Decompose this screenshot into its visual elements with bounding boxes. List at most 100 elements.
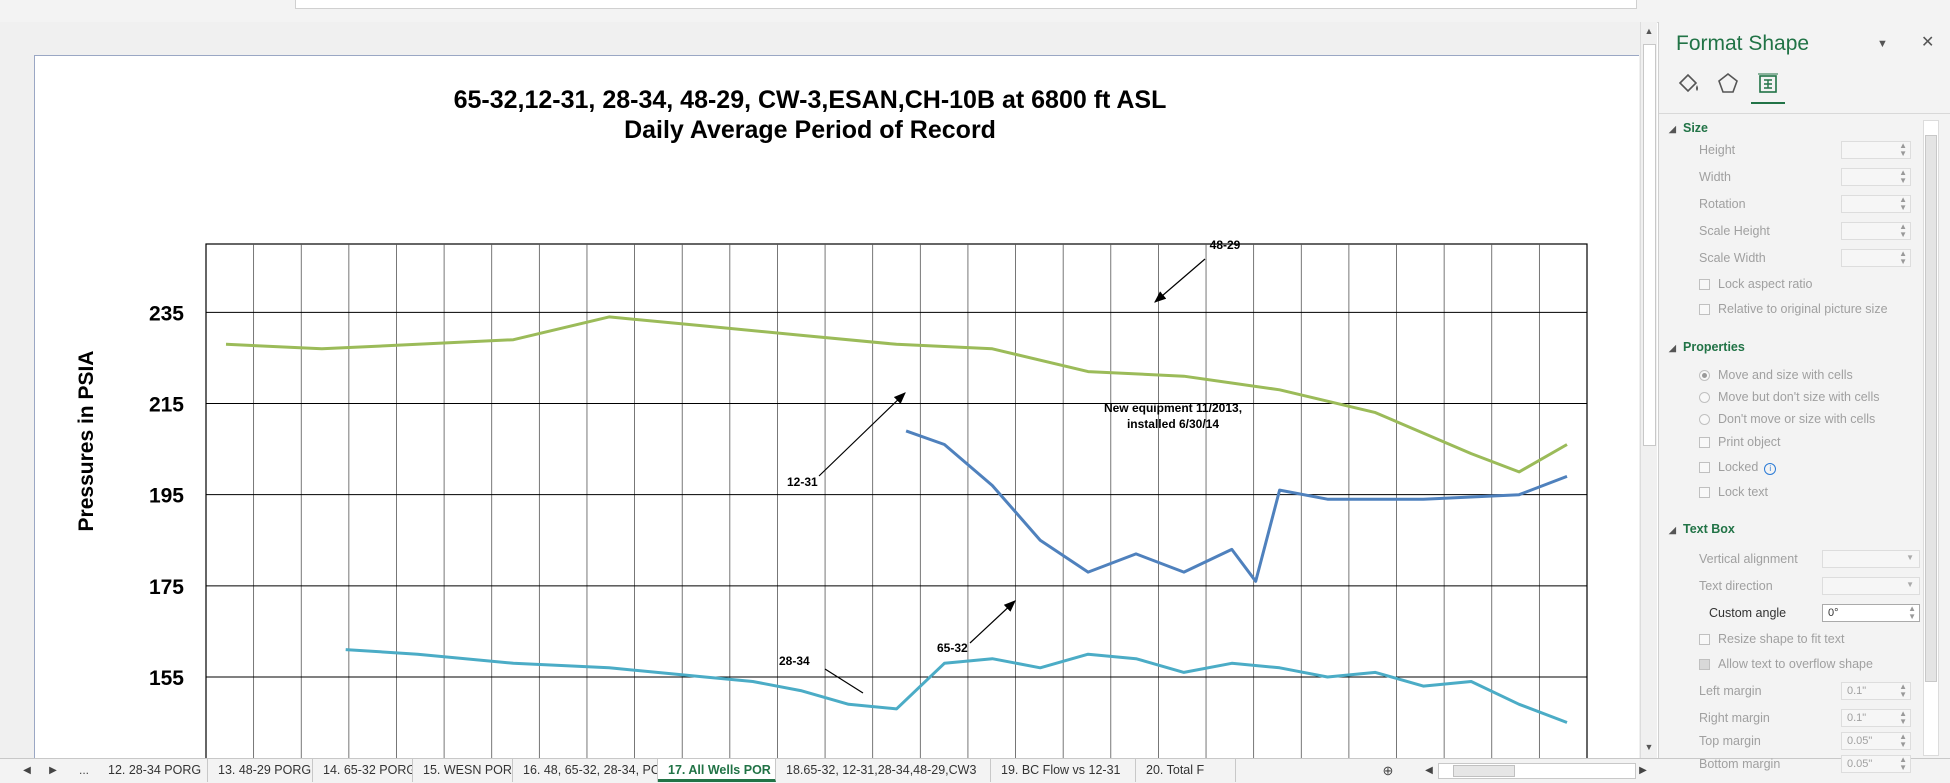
lock-aspect-checkbox[interactable]: Lock aspect ratio (1699, 277, 1813, 291)
spinner-icon[interactable]: ▲ ▼ (1899, 141, 1907, 158)
checkbox-icon (1699, 279, 1710, 290)
allow-overflow-label: Allow text to overflow shape (1718, 657, 1873, 671)
chart[interactable]: 65-32,12-31, 28-34, 48-29, CW-3,ESAN,CH-… (35, 56, 1639, 759)
close-icon[interactable]: ✕ (1921, 34, 1935, 51)
text-direction-dropdown[interactable]: ▼ (1822, 577, 1920, 595)
arrow-65-32 (969, 600, 1016, 644)
radio-icon (1699, 392, 1710, 403)
collapse-icon: ◢ (1669, 525, 1676, 535)
chart-title-line2: Daily Average Period of Record (624, 116, 996, 144)
info-icon[interactable]: i (1764, 463, 1777, 475)
effects-tab[interactable] (1711, 68, 1745, 102)
height-field[interactable]: ▲ ▼ (1841, 141, 1911, 159)
width-field[interactable]: ▲ ▼ (1841, 168, 1911, 186)
lock-aspect-label: Lock aspect ratio (1718, 277, 1813, 291)
scroll-down-icon[interactable]: ▼ (1644, 742, 1654, 752)
dont-move-label: Don't move or size with cells (1718, 412, 1876, 426)
right-margin-value: 0.1" (1847, 712, 1867, 724)
spinner-icon[interactable]: ▲ ▼ (1899, 222, 1907, 239)
annotation-65-32: 65-32 (937, 641, 968, 655)
pane-scrollbar[interactable] (1923, 120, 1939, 756)
chevron-down-icon: ▼ (1906, 580, 1914, 589)
spinner-icon[interactable]: ▲ ▼ (1899, 168, 1907, 185)
move-no-size-radio[interactable]: Move but don't size with cells (1699, 390, 1880, 404)
bottom-margin-label: Bottom margin (1699, 757, 1781, 771)
bottom-margin-field[interactable]: 0.05" ▲ ▼ (1841, 755, 1911, 773)
dont-move-radio[interactable]: Don't move or size with cells (1699, 412, 1875, 426)
pane-scrollbar-thumb[interactable] (1925, 135, 1937, 682)
radio-icon (1699, 414, 1710, 425)
move-size-radio[interactable]: Move and size with cells (1699, 368, 1853, 382)
hscroll-left-icon[interactable]: ◀ (1425, 765, 1433, 776)
scrollbar-thumb[interactable] (1643, 44, 1656, 446)
size-section-header[interactable]: ◢ Size (1669, 121, 1708, 135)
sheet-tab[interactable]: 12. 28-34 PORG (98, 759, 208, 782)
move-no-size-label: Move but don't size with cells (1718, 390, 1880, 404)
custom-angle-field[interactable]: 0° ▲ ▼ (1822, 604, 1920, 622)
y-tick-label: 235 (149, 302, 184, 325)
tab-next-icon[interactable]: ▶ (49, 765, 57, 776)
spinner-icon[interactable]: ▲ ▼ (1899, 195, 1907, 212)
add-sheet-icon[interactable]: ⊕ (1382, 763, 1394, 778)
locked-checkbox[interactable]: Locked i (1699, 460, 1777, 475)
chart-annotations: 48-29 12-31 65-32 28-34 New equipment 11… (779, 238, 1242, 694)
format-shape-pane: Format Shape ▼ ✕ ◢ Size Height ▲ ▼ Width ▲… (1658, 22, 1950, 773)
scroll-up-icon[interactable]: ▲ (1644, 26, 1654, 36)
annotation-new-equipment-line1: New equipment 11/2013, (1104, 401, 1242, 415)
print-object-checkbox[interactable]: Print object (1699, 435, 1781, 449)
fill-line-tab[interactable] (1671, 68, 1705, 102)
scale-height-field[interactable]: ▲ ▼ (1841, 222, 1911, 240)
y-axis-label: Pressures in PSIA (75, 351, 98, 532)
scale-width-field[interactable]: ▲ ▼ (1841, 249, 1911, 267)
hscroll-right-icon[interactable]: ▶ (1639, 765, 1647, 776)
relative-original-checkbox[interactable]: Relative to original picture size (1699, 302, 1888, 316)
chart-page[interactable]: 65-32,12-31, 28-34, 48-29, CW-3,ESAN,CH-… (34, 55, 1639, 759)
left-margin-field[interactable]: 0.1" ▲ ▼ (1841, 682, 1911, 700)
chart-grid (205, 243, 1588, 759)
lock-text-checkbox[interactable]: Lock text (1699, 485, 1768, 499)
sheet-tab[interactable]: 17. All Wells POR (658, 759, 776, 782)
scale-height-label: Scale Height (1699, 224, 1770, 238)
allow-overflow-checkbox[interactable]: Allow text to overflow shape (1699, 657, 1873, 671)
sheet-vertical-scrollbar[interactable]: ▲ ▼ (1640, 22, 1657, 758)
spinner-icon[interactable]: ▲ ▼ (1908, 604, 1916, 621)
properties-section-header[interactable]: ◢ Properties (1669, 340, 1745, 354)
sheet-tab[interactable]: 13. 48-29 PORG (208, 759, 313, 782)
sheet-tab[interactable]: 20. Total F (1136, 759, 1236, 782)
sheet-tab[interactable]: 18.65-32, 12-31,28-34,48-29,CW3 (776, 759, 991, 782)
series-line-48-29 (225, 315, 1568, 474)
worksheet-area: 65-32,12-31, 28-34, 48-29, CW-3,ESAN,CH-… (0, 22, 1640, 759)
formula-bar[interactable] (295, 0, 1637, 9)
tab-prev-icon[interactable]: ◀ (23, 765, 31, 776)
horizontal-scrollbar[interactable] (1438, 763, 1636, 779)
vertical-alignment-dropdown[interactable]: ▼ (1822, 550, 1920, 568)
top-margin-field[interactable]: 0.05" ▲ ▼ (1841, 732, 1911, 750)
relative-original-label: Relative to original picture size (1718, 302, 1888, 316)
spinner-icon[interactable]: ▲ ▼ (1899, 709, 1907, 726)
custom-angle-value: 0° (1828, 607, 1839, 619)
text-box-header-label: Text Box (1683, 522, 1735, 536)
tab-more-ellipsis[interactable]: ... (78, 763, 89, 777)
y-tick-label: 155 (149, 667, 184, 690)
y-tick-label: 175 (149, 576, 184, 599)
rotation-field[interactable]: ▲ ▼ (1841, 195, 1911, 213)
pane-options-icon[interactable]: ▼ (1877, 38, 1888, 50)
sheet-tab[interactable]: 15. WESN PORG (413, 759, 513, 782)
sheet-tab[interactable]: 19. BC Flow vs 12-31 (991, 759, 1136, 782)
hscroll-thumb[interactable] (1453, 765, 1515, 777)
checkbox-icon (1699, 437, 1710, 448)
spinner-icon[interactable]: ▲ ▼ (1899, 755, 1907, 772)
size-properties-tab[interactable] (1751, 68, 1785, 104)
sheet-tab[interactable]: 14. 65-32 PORG (313, 759, 413, 782)
checkbox-icon (1699, 462, 1710, 473)
resize-shape-checkbox[interactable]: Resize shape to fit text (1699, 632, 1844, 646)
spinner-icon[interactable]: ▲ ▼ (1899, 249, 1907, 266)
right-margin-field[interactable]: 0.1" ▲ ▼ (1841, 709, 1911, 727)
annotation-new-equipment-line2: installed 6/30/14 (1127, 417, 1219, 431)
collapse-icon: ◢ (1669, 343, 1676, 353)
spinner-icon[interactable]: ▲ ▼ (1899, 682, 1907, 699)
vertical-alignment-label: Vertical alignment (1699, 552, 1798, 566)
text-box-section-header[interactable]: ◢ Text Box (1669, 522, 1735, 536)
sheet-tab[interactable]: 16. 48, 65-32, 28-34, POR (513, 759, 658, 782)
spinner-icon[interactable]: ▲ ▼ (1899, 732, 1907, 749)
